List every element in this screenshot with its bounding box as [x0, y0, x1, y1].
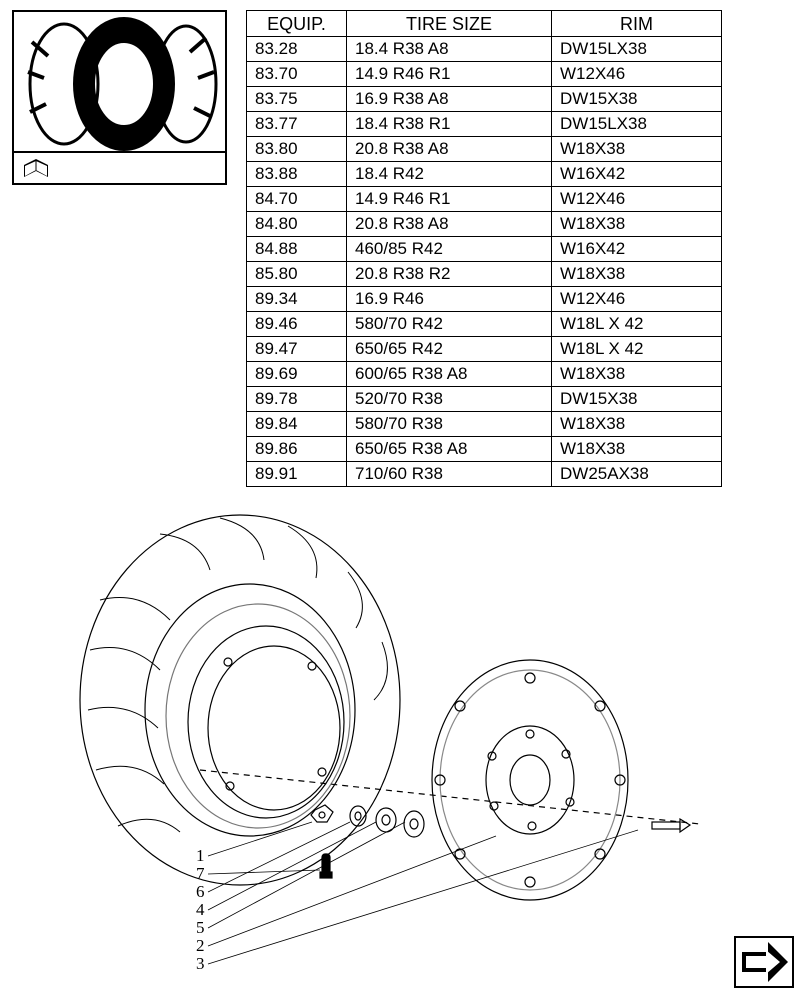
cell-tire: 16.9 R46 — [347, 287, 552, 312]
cell-rim: DW25AX38 — [552, 462, 722, 487]
cell-tire: 18.4 R38 R1 — [347, 112, 552, 137]
cell-rim: W18X38 — [552, 362, 722, 387]
table-row: 89.86650/65 R38 A8W18X38 — [247, 437, 722, 462]
table-row: 83.7014.9 R46 R1W12X46 — [247, 62, 722, 87]
cell-equip: 84.88 — [247, 237, 347, 262]
cell-rim: DW15LX38 — [552, 37, 722, 62]
part-label-5: 5 — [196, 918, 205, 938]
cell-rim: W12X46 — [552, 187, 722, 212]
cell-rim: DW15LX38 — [552, 112, 722, 137]
table-row: 84.8020.8 R38 A8W18X38 — [247, 212, 722, 237]
cell-equip: 89.91 — [247, 462, 347, 487]
table-row: 84.7014.9 R46 R1W12X46 — [247, 187, 722, 212]
table-row: 83.8818.4 R42W16X42 — [247, 162, 722, 187]
cell-rim: W18X38 — [552, 137, 722, 162]
part-label-6: 6 — [196, 882, 205, 902]
cell-tire: 600/65 R38 A8 — [347, 362, 552, 387]
col-header-rim: RIM — [552, 11, 722, 37]
cell-equip: 84.80 — [247, 212, 347, 237]
cell-tire: 460/85 R42 — [347, 237, 552, 262]
cell-equip: 89.86 — [247, 437, 347, 462]
cell-equip: 89.47 — [247, 337, 347, 362]
table-row: 89.84580/70 R38W18X38 — [247, 412, 722, 437]
col-header-tire: TIRE SIZE — [347, 11, 552, 37]
cell-tire: 20.8 R38 R2 — [347, 262, 552, 287]
cell-tire: 16.9 R38 A8 — [347, 87, 552, 112]
cell-equip: 83.75 — [247, 87, 347, 112]
cell-rim: W18X38 — [552, 212, 722, 237]
part-label-2: 2 — [196, 936, 205, 956]
cell-rim: W16X42 — [552, 162, 722, 187]
table-row: 83.7718.4 R38 R1DW15LX38 — [247, 112, 722, 137]
manual-icon — [22, 159, 50, 179]
table-row: 89.69600/65 R38 A8W18X38 — [247, 362, 722, 387]
cell-equip: 85.80 — [247, 262, 347, 287]
cell-rim: W12X46 — [552, 62, 722, 87]
part-label-1: 1 — [196, 846, 205, 866]
cell-equip: 83.70 — [247, 62, 347, 87]
col-header-equip: EQUIP. — [247, 11, 347, 37]
thumbnail-box — [12, 10, 227, 185]
table-row: 85.8020.8 R38 R2W18X38 — [247, 262, 722, 287]
cell-tire: 650/65 R38 A8 — [347, 437, 552, 462]
cell-rim: W12X46 — [552, 287, 722, 312]
cell-rim: DW15X38 — [552, 387, 722, 412]
thumbnail-tire-illustration — [14, 12, 229, 155]
table-row: 89.78520/70 R38DW15X38 — [247, 387, 722, 412]
thumbnail-divider — [14, 151, 225, 153]
cell-equip: 83.88 — [247, 162, 347, 187]
cell-equip: 89.69 — [247, 362, 347, 387]
cell-equip: 83.80 — [247, 137, 347, 162]
table-row: 83.2818.4 R38 A8DW15LX38 — [247, 37, 722, 62]
table-row: 89.3416.9 R46W12X46 — [247, 287, 722, 312]
cell-rim: W18X38 — [552, 262, 722, 287]
cell-tire: 650/65 R42 — [347, 337, 552, 362]
part-label-3: 3 — [196, 954, 205, 974]
table-row: 89.46580/70 R42W18L X 42 — [247, 312, 722, 337]
cell-tire: 20.8 R38 A8 — [347, 212, 552, 237]
table-row: 89.47650/65 R42W18L X 42 — [247, 337, 722, 362]
next-page-icon[interactable] — [734, 936, 794, 988]
table-row: 89.91710/60 R38DW25AX38 — [247, 462, 722, 487]
wheel-exploded-diagram — [60, 510, 740, 950]
cell-tire: 20.8 R38 A8 — [347, 137, 552, 162]
part-label-7: 7 — [196, 864, 205, 884]
cell-equip: 83.28 — [247, 37, 347, 62]
cell-equip: 84.70 — [247, 187, 347, 212]
cell-rim: W18X38 — [552, 412, 722, 437]
cell-tire: 520/70 R38 — [347, 387, 552, 412]
table-row: 84.88460/85 R42W16X42 — [247, 237, 722, 262]
cell-rim: W18L X 42 — [552, 337, 722, 362]
cell-tire: 14.9 R46 R1 — [347, 62, 552, 87]
cell-rim: DW15X38 — [552, 87, 722, 112]
cell-tire: 580/70 R38 — [347, 412, 552, 437]
cell-tire: 18.4 R38 A8 — [347, 37, 552, 62]
table-header-row: EQUIP. TIRE SIZE RIM — [247, 11, 722, 37]
cell-equip: 89.46 — [247, 312, 347, 337]
tire-spec-table: EQUIP. TIRE SIZE RIM 83.2818.4 R38 A8DW1… — [246, 10, 722, 487]
cell-equip: 89.84 — [247, 412, 347, 437]
cell-tire: 710/60 R38 — [347, 462, 552, 487]
table-row: 83.7516.9 R38 A8DW15X38 — [247, 87, 722, 112]
cell-equip: 89.78 — [247, 387, 347, 412]
cell-rim: W16X42 — [552, 237, 722, 262]
cell-tire: 18.4 R42 — [347, 162, 552, 187]
cell-tire: 14.9 R46 R1 — [347, 187, 552, 212]
cell-tire: 580/70 R42 — [347, 312, 552, 337]
cell-rim: W18X38 — [552, 437, 722, 462]
part-label-4: 4 — [196, 900, 205, 920]
cell-equip: 83.77 — [247, 112, 347, 137]
cell-equip: 89.34 — [247, 287, 347, 312]
cell-rim: W18L X 42 — [552, 312, 722, 337]
table-row: 83.8020.8 R38 A8W18X38 — [247, 137, 722, 162]
